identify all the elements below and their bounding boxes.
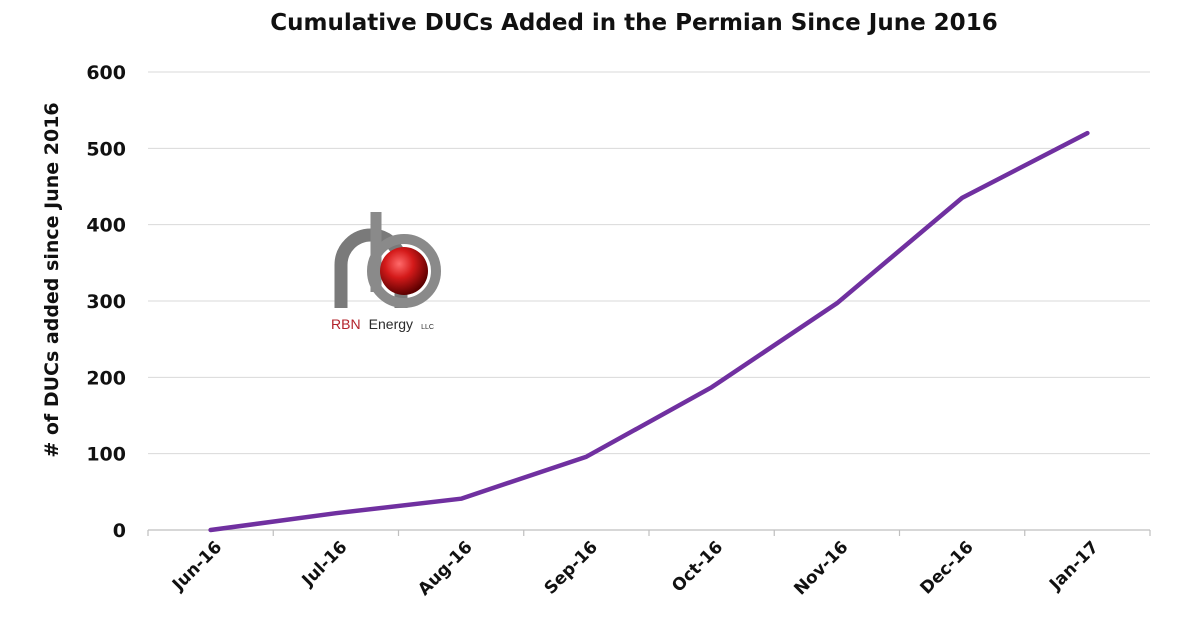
chart-title: Cumulative DUCs Added in the Permian Sin… xyxy=(270,10,997,36)
y-tick-label: 200 xyxy=(86,367,126,389)
y-tick-label: 0 xyxy=(113,520,126,542)
y-tick-label: 500 xyxy=(86,138,126,160)
gridlines xyxy=(148,71,1150,455)
logo-text: RBN Energy LLC xyxy=(331,314,434,333)
x-tick-label: Aug-16 xyxy=(414,537,476,599)
series-line xyxy=(208,130,1090,533)
x-tick-label: Oct-16 xyxy=(668,537,727,596)
logo-red-ball xyxy=(380,247,428,295)
logo-name: Energy xyxy=(369,316,413,332)
logo-pipe-ring xyxy=(367,234,441,308)
y-tick-label: 600 xyxy=(86,62,126,84)
x-tick-label: Dec-16 xyxy=(917,537,978,598)
x-tick-label: Jan-17 xyxy=(1045,537,1103,595)
data-point xyxy=(334,511,338,515)
x-tick-label: Nov-16 xyxy=(790,537,852,599)
data-point xyxy=(459,497,463,501)
y-axis-label: # of DUCs added since June 2016 xyxy=(41,102,63,457)
series-group xyxy=(208,130,1090,533)
y-tick-label: 400 xyxy=(86,215,126,237)
logo-suffix: LLC xyxy=(421,324,434,331)
data-point xyxy=(835,301,839,305)
data-point xyxy=(1085,131,1089,135)
logo-brand: RBN xyxy=(331,316,361,332)
y-axis-ticks: 0 100 200 300 400 500 600 xyxy=(86,62,126,542)
x-tick-label: Jun-16 xyxy=(168,537,226,595)
rbn-energy-logo: RBN Energy LLC xyxy=(331,212,441,333)
data-point xyxy=(584,455,588,459)
y-tick-label: 100 xyxy=(86,444,126,466)
x-axis-ticks: Jun-16 Jul-16 Aug-16 Sep-16 Oct-16 Nov-16 Dec-… xyxy=(168,537,1103,599)
y-tick-label: 300 xyxy=(86,291,126,313)
data-point xyxy=(209,528,213,532)
x-tick-label: Sep-16 xyxy=(541,537,602,598)
x-tick-label: Jul-16 xyxy=(298,537,352,591)
data-point xyxy=(960,196,964,200)
x-axis xyxy=(147,529,1151,536)
data-point xyxy=(710,385,714,389)
